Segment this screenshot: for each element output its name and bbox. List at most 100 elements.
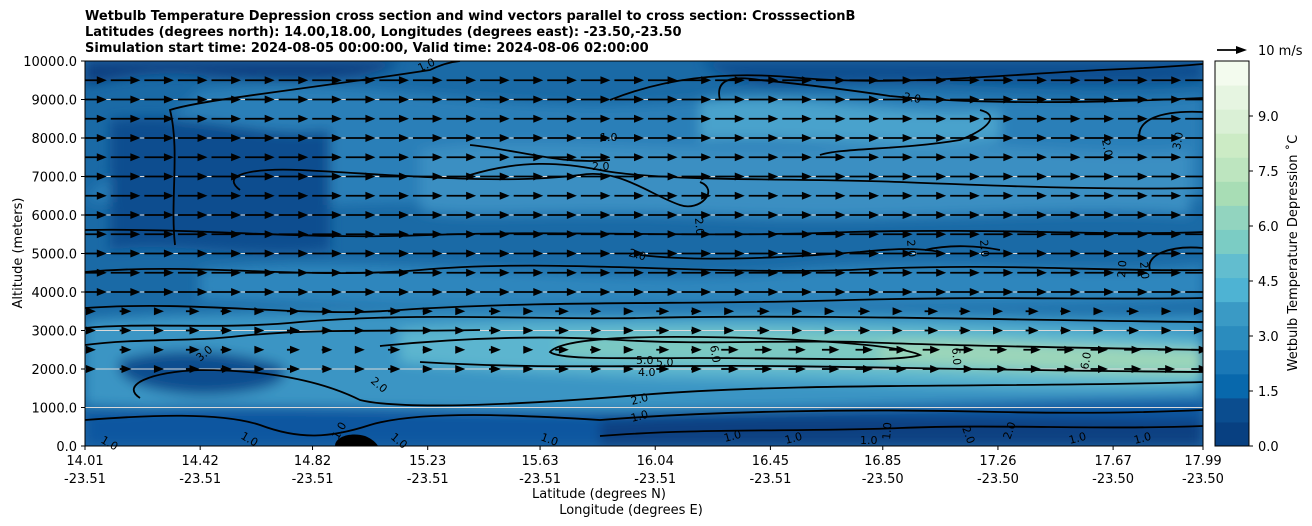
wind-vector — [647, 230, 678, 239]
wind-vector — [278, 191, 309, 200]
colorbar-tick-label: 4.5 — [1258, 275, 1279, 290]
wind-vector — [185, 326, 200, 335]
wind-vector — [715, 153, 745, 162]
wind-vector — [547, 134, 577, 142]
wind-vector — [681, 153, 712, 162]
wind-vector — [1084, 76, 1115, 85]
wind-vector — [950, 114, 980, 123]
contour-label: 2.0 — [1115, 260, 1129, 279]
wind-vector — [245, 114, 275, 123]
wind-vector — [788, 365, 806, 373]
wind-vector — [883, 191, 913, 200]
wind-vector — [110, 153, 141, 162]
wind-vector — [983, 172, 1014, 181]
wind-vector — [916, 114, 947, 123]
colorbar-segment — [1215, 157, 1249, 182]
wind-vector — [254, 365, 265, 373]
wind-vector — [1060, 326, 1072, 335]
colorbar-label: Wetbulb Temperature Depression ˚C — [1285, 135, 1301, 372]
wind-vector — [354, 345, 365, 354]
wind-vector — [1118, 211, 1148, 219]
wind-vector — [1185, 175, 1203, 178]
wind-vector — [922, 345, 941, 354]
wind-vector — [916, 76, 947, 85]
wind-vector — [748, 153, 779, 162]
wind-vector — [1090, 345, 1108, 354]
wind-vector — [647, 249, 678, 258]
wind-vector — [110, 268, 141, 277]
wind-vector — [245, 230, 275, 239]
colorbar-tick-label: 7.5 — [1258, 165, 1279, 180]
wind-vector — [412, 153, 443, 162]
wind-vector — [345, 268, 376, 277]
wind-vector — [849, 172, 880, 181]
wind-vector — [446, 249, 477, 258]
wind-vector — [480, 153, 510, 162]
wind-vector — [85, 307, 96, 316]
wind-vector — [1050, 114, 1081, 123]
wind-vector — [1017, 211, 1047, 219]
wind-vector — [555, 345, 569, 354]
wind-vector — [312, 191, 342, 200]
wind-vector — [623, 326, 634, 335]
title-line-3: Simulation start time: 2024-08-05 00:00:… — [85, 41, 649, 56]
wind-vector — [446, 172, 477, 181]
contour-line — [85, 315, 1203, 329]
wind-vector — [480, 114, 510, 123]
wind-vector — [211, 76, 242, 85]
wind-vector — [656, 326, 670, 335]
wind-vector — [278, 153, 309, 162]
wind-vector — [412, 114, 443, 123]
y-tick-label: 7000.0 — [32, 171, 78, 186]
wind-vector — [883, 114, 913, 123]
wind-vector — [446, 211, 477, 219]
wind-vector — [547, 114, 577, 123]
wind-vector — [312, 230, 342, 239]
wind-vector — [1050, 211, 1081, 219]
wind-vector — [286, 365, 300, 373]
wind-vector — [455, 365, 466, 373]
wind-vector — [691, 307, 702, 316]
wind-vector — [782, 249, 812, 258]
wind-vector — [916, 191, 947, 200]
wind-vector — [950, 211, 980, 219]
wind-vector — [1151, 95, 1182, 104]
wind-vector — [480, 95, 510, 104]
contour-label: 2.0 — [1099, 138, 1115, 157]
wind-vector — [691, 326, 702, 335]
wind-vector — [724, 307, 735, 316]
wind-vector — [580, 134, 611, 142]
wind-vector — [647, 172, 678, 181]
x-tick-label-lat: 17.67 — [1095, 454, 1132, 469]
title-line-1: Wetbulb Temperature Depression cross sec… — [85, 9, 856, 24]
x-tick-label-lat: 17.26 — [979, 454, 1016, 469]
wind-vector — [782, 134, 812, 142]
colorbar-frame — [1214, 60, 1250, 447]
wind-vector — [144, 134, 174, 142]
wind-vector — [547, 76, 577, 85]
wind-vector — [379, 230, 409, 239]
wind-vector — [782, 114, 812, 123]
colorbar-segment — [1215, 85, 1249, 110]
wind-vector — [321, 345, 333, 354]
wind-vector — [721, 345, 739, 354]
wind-vector — [110, 76, 141, 85]
wind-vector — [523, 307, 534, 316]
wind-vector — [412, 95, 443, 104]
wind-vector — [782, 153, 812, 162]
contour-line — [419, 361, 1203, 373]
wind-vector — [715, 211, 745, 219]
wind-vector — [278, 172, 309, 181]
wind-vector — [782, 230, 812, 239]
contour-line — [548, 335, 923, 361]
x-tick-label-lat: 14.42 — [182, 454, 219, 469]
wind-vector — [245, 211, 275, 219]
wind-vector — [715, 230, 745, 239]
wind-vector — [480, 249, 510, 258]
wind-vector — [245, 288, 275, 296]
wind-vector — [983, 153, 1014, 162]
wind-vector — [950, 172, 980, 181]
wind-vector — [815, 191, 846, 200]
wind-vector — [824, 326, 835, 335]
wind-vector — [312, 249, 342, 258]
